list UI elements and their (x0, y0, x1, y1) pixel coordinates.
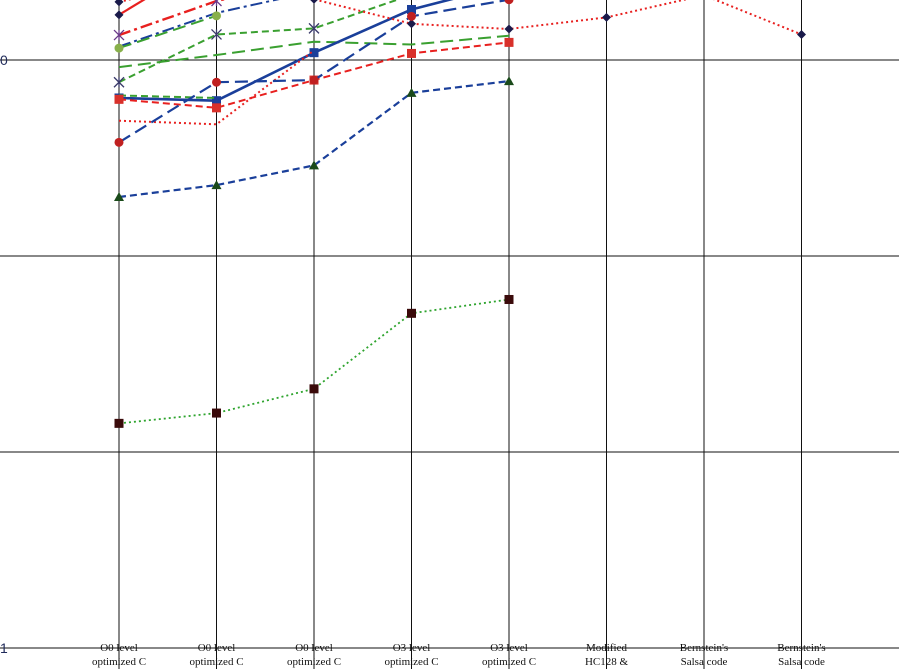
series-1 (114, 0, 146, 20)
data-point (602, 12, 611, 22)
data-point (309, 160, 319, 170)
data-point (114, 43, 124, 53)
data-point (113, 76, 125, 88)
y-tick-label: 1 (0, 640, 8, 656)
series-layer (113, 0, 806, 428)
x-tick-label: optimized C (189, 656, 243, 668)
data-point (211, 0, 222, 7)
data-point (211, 180, 222, 190)
data-point (504, 37, 514, 47)
data-point (504, 0, 514, 5)
x-tick-label: O3 level (490, 642, 528, 654)
series-5 (114, 0, 417, 53)
series-4 (113, 0, 417, 88)
data-point (211, 28, 222, 40)
data-point (308, 22, 320, 34)
data-point (212, 77, 221, 87)
data-point (114, 10, 124, 20)
x-tick-label: Salsa code (681, 656, 728, 668)
data-point (114, 191, 124, 201)
series-line (118, 94, 217, 99)
data-point (406, 87, 417, 97)
x-tick-label: Bernstein's (680, 642, 728, 654)
x-tick-label: O0 level (100, 642, 138, 654)
data-point (114, 0, 124, 7)
data-point (310, 0, 318, 4)
data-point (797, 29, 806, 39)
x-tick-label: optimized C (482, 656, 536, 668)
x-tick-label: optimized C (92, 656, 146, 668)
series-line (118, 298, 510, 425)
data-point (504, 294, 514, 304)
data-point (407, 11, 416, 21)
series-line (118, 0, 400, 84)
data-point (114, 137, 124, 147)
data-point (113, 29, 125, 41)
series-12 (114, 0, 514, 147)
series-10 (114, 0, 806, 39)
data-point (212, 96, 221, 106)
data-point (504, 76, 514, 86)
data-point (504, 24, 514, 34)
x-tick-label: O3 level (393, 642, 431, 654)
series-line (118, 0, 280, 48)
data-point (407, 308, 416, 318)
x-tick-label: optimized C (287, 656, 341, 668)
data-point (212, 408, 221, 418)
data-point (407, 19, 416, 29)
tick-layer: 1 0 O0 level optimized C O0 level optimized C… (0, 52, 826, 668)
x-tick-label: Modified (586, 642, 627, 654)
x-tick-label: optimized C (384, 656, 438, 668)
series-8 (118, 94, 217, 99)
data-point (212, 103, 221, 113)
x-tick-label: Salsa code (778, 656, 825, 668)
series-line (119, 0, 412, 48)
data-point (114, 418, 124, 428)
series-line (118, 0, 227, 37)
x-tick-label: O0 level (295, 642, 333, 654)
data-point (309, 75, 319, 85)
data-point (114, 94, 124, 104)
y-tick-label: 0 (0, 52, 8, 68)
series-line (118, 0, 454, 102)
series-14 (114, 294, 514, 428)
data-point (212, 11, 221, 21)
data-point (407, 4, 416, 14)
series-6 (118, 34, 510, 69)
series-13 (114, 76, 514, 201)
series-3 (118, 0, 280, 48)
series-2 (113, 0, 227, 41)
x-tick-label: Bernstein's (777, 642, 825, 654)
data-point (309, 48, 319, 58)
data-point (407, 48, 416, 58)
series-line (118, 34, 510, 69)
x-tick-label: O0 level (198, 642, 236, 654)
x-tick-label: HC128 & (585, 656, 629, 668)
data-point (309, 384, 319, 394)
